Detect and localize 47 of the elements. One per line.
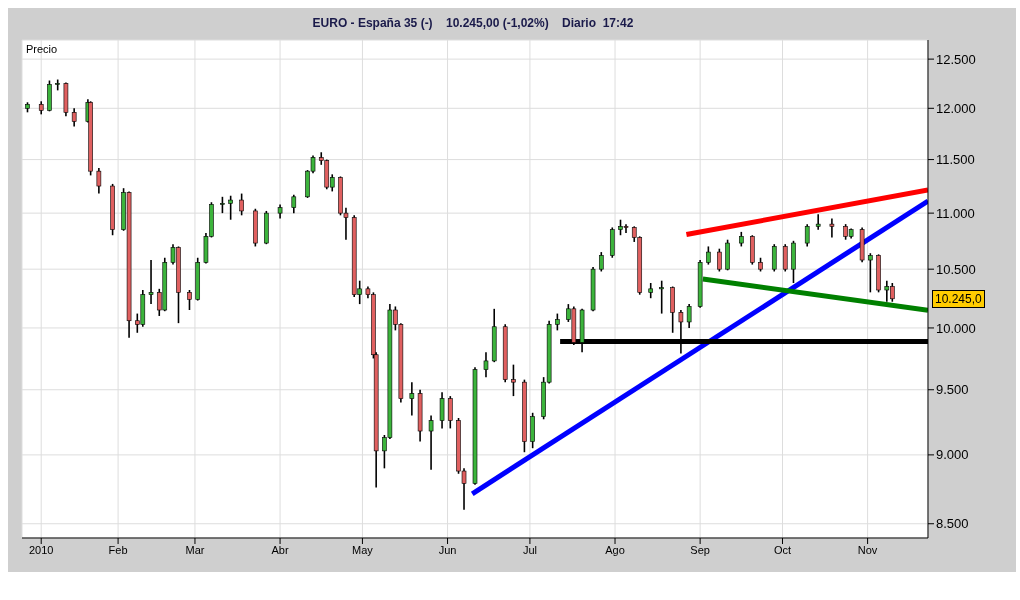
candlestick xyxy=(428,414,434,471)
y-tick-label: 12.500 xyxy=(936,51,976,67)
x-tick-label: Ago xyxy=(605,543,625,556)
candlestick xyxy=(706,245,711,266)
y-tick-label: 10.000 xyxy=(936,320,976,336)
x-tick-label: 2010 xyxy=(28,543,54,556)
candlestick xyxy=(187,289,192,311)
candlestick xyxy=(409,381,415,417)
y-tick-label: 10.500 xyxy=(936,261,976,277)
candlestick xyxy=(148,259,154,305)
text: 10.245,0 xyxy=(932,289,985,308)
candlestick xyxy=(228,194,233,221)
candlestick xyxy=(868,252,873,294)
x-tick-label: Jul xyxy=(522,543,537,556)
x-tick-label: Jun xyxy=(438,543,457,556)
candlestick xyxy=(771,243,777,273)
x-tick-label: May xyxy=(352,543,374,556)
candlestick xyxy=(829,217,835,239)
candlestick xyxy=(815,213,821,231)
candlestick xyxy=(511,363,516,397)
y-tick-label: 9.000 xyxy=(936,447,969,463)
candlestick xyxy=(71,107,77,128)
candlestick xyxy=(96,167,102,195)
y-tick-label: 12.000 xyxy=(936,100,976,116)
x-tick-label: Mar xyxy=(185,543,205,556)
candlestick xyxy=(439,391,445,430)
candlestick xyxy=(447,395,453,430)
x-tick-label: Feb xyxy=(108,543,128,556)
x-tick-label: Nov xyxy=(857,543,878,556)
candlestick xyxy=(686,303,692,329)
y-tick-label: 9.500 xyxy=(936,382,969,398)
candlestick xyxy=(659,279,664,315)
text: EURO - España 35 (-) 10.245,00 (-1,02%) Diario 17:42 xyxy=(311,16,635,30)
y-tick-label: 11.000 xyxy=(936,205,975,221)
x-tick-label: Sep xyxy=(690,543,710,556)
x-tick-label: Abr xyxy=(271,543,289,556)
y-tick-label: 8.500 xyxy=(936,516,969,532)
y-axis-title: Precio xyxy=(26,43,58,55)
candlestick xyxy=(291,193,297,214)
candlestick xyxy=(598,251,604,273)
y-tick-label: 11.500 xyxy=(936,152,975,168)
candlestick xyxy=(717,247,722,273)
candlestick xyxy=(239,192,244,217)
candlestick xyxy=(483,351,489,378)
candlestick xyxy=(782,243,788,273)
x-tick-label: Oct xyxy=(773,543,792,556)
candlestick xyxy=(804,223,810,248)
